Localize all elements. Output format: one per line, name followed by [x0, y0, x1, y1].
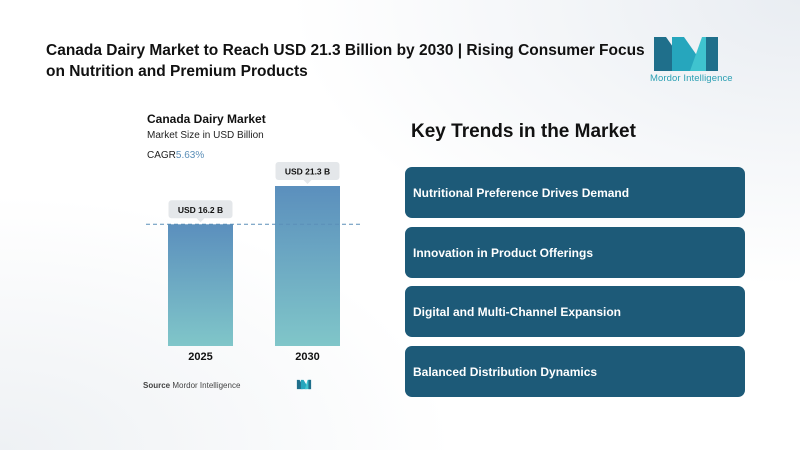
page-title: Canada Dairy Market to Reach USD 21.3 Bi… [46, 42, 645, 80]
trend-card-4: Balanced Distribution Dynamics [405, 346, 745, 397]
cagr-label: CAGR [147, 150, 176, 161]
trend-card-2: Innovation in Product Offerings [405, 227, 745, 278]
trend-card-label: Innovation in Product Offerings [413, 245, 593, 260]
bar-chart: USD 16.2 B 2025 USD 21.3 B 2030 [146, 162, 360, 363]
bar-2025 [168, 224, 233, 346]
trend-card-label: Balanced Distribution Dynamics [413, 364, 598, 379]
cagr-text: CAGR5.63% [147, 150, 204, 161]
source-label: Source [143, 381, 171, 390]
data-label-pointer-2030 [303, 180, 312, 184]
x-tick-label-2025: 2025 [188, 351, 212, 363]
data-label-2025: USD 16.2 B [178, 205, 223, 215]
trend-card-label: Nutritional Preference Drives Demand [413, 185, 630, 200]
source-note: Source Mordor Intelligence [143, 381, 240, 390]
chart-title: Canada Dairy Market [147, 112, 266, 126]
logo-text: Mordor Intelligence [650, 73, 733, 84]
x-tick-label-2030: 2030 [295, 351, 319, 363]
data-label-bg-2025 [168, 200, 233, 219]
data-label-pointer-2025 [196, 218, 205, 223]
trend-card-label: Digital and Multi-Channel Expansion [413, 304, 622, 319]
data-label-bg-2030 [275, 162, 340, 180]
bar-2030 [275, 186, 340, 346]
trend-card-3: Digital and Multi-Channel Expansion [405, 286, 745, 337]
trend-card-1: Nutritional Preference Drives Demand [405, 167, 745, 218]
source-value: Mordor Intelligence [172, 381, 241, 390]
chart-subtitle: Market Size in USD Billion [147, 130, 264, 141]
cagr-value: 5.63% [175, 150, 205, 161]
data-label-2030: USD 21.3 B [285, 167, 330, 177]
small-logo-icon [296, 379, 312, 390]
mordor-intelligence-logo-icon [654, 37, 718, 71]
trends-title: Key Trends in the Market [411, 121, 636, 142]
